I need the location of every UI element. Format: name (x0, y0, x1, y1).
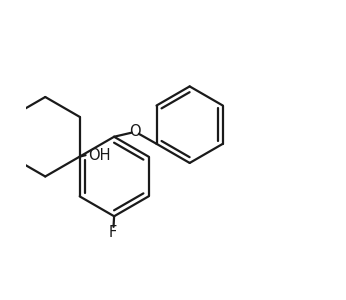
Text: OH: OH (88, 148, 110, 163)
Text: O: O (129, 124, 141, 139)
Text: F: F (109, 225, 117, 240)
